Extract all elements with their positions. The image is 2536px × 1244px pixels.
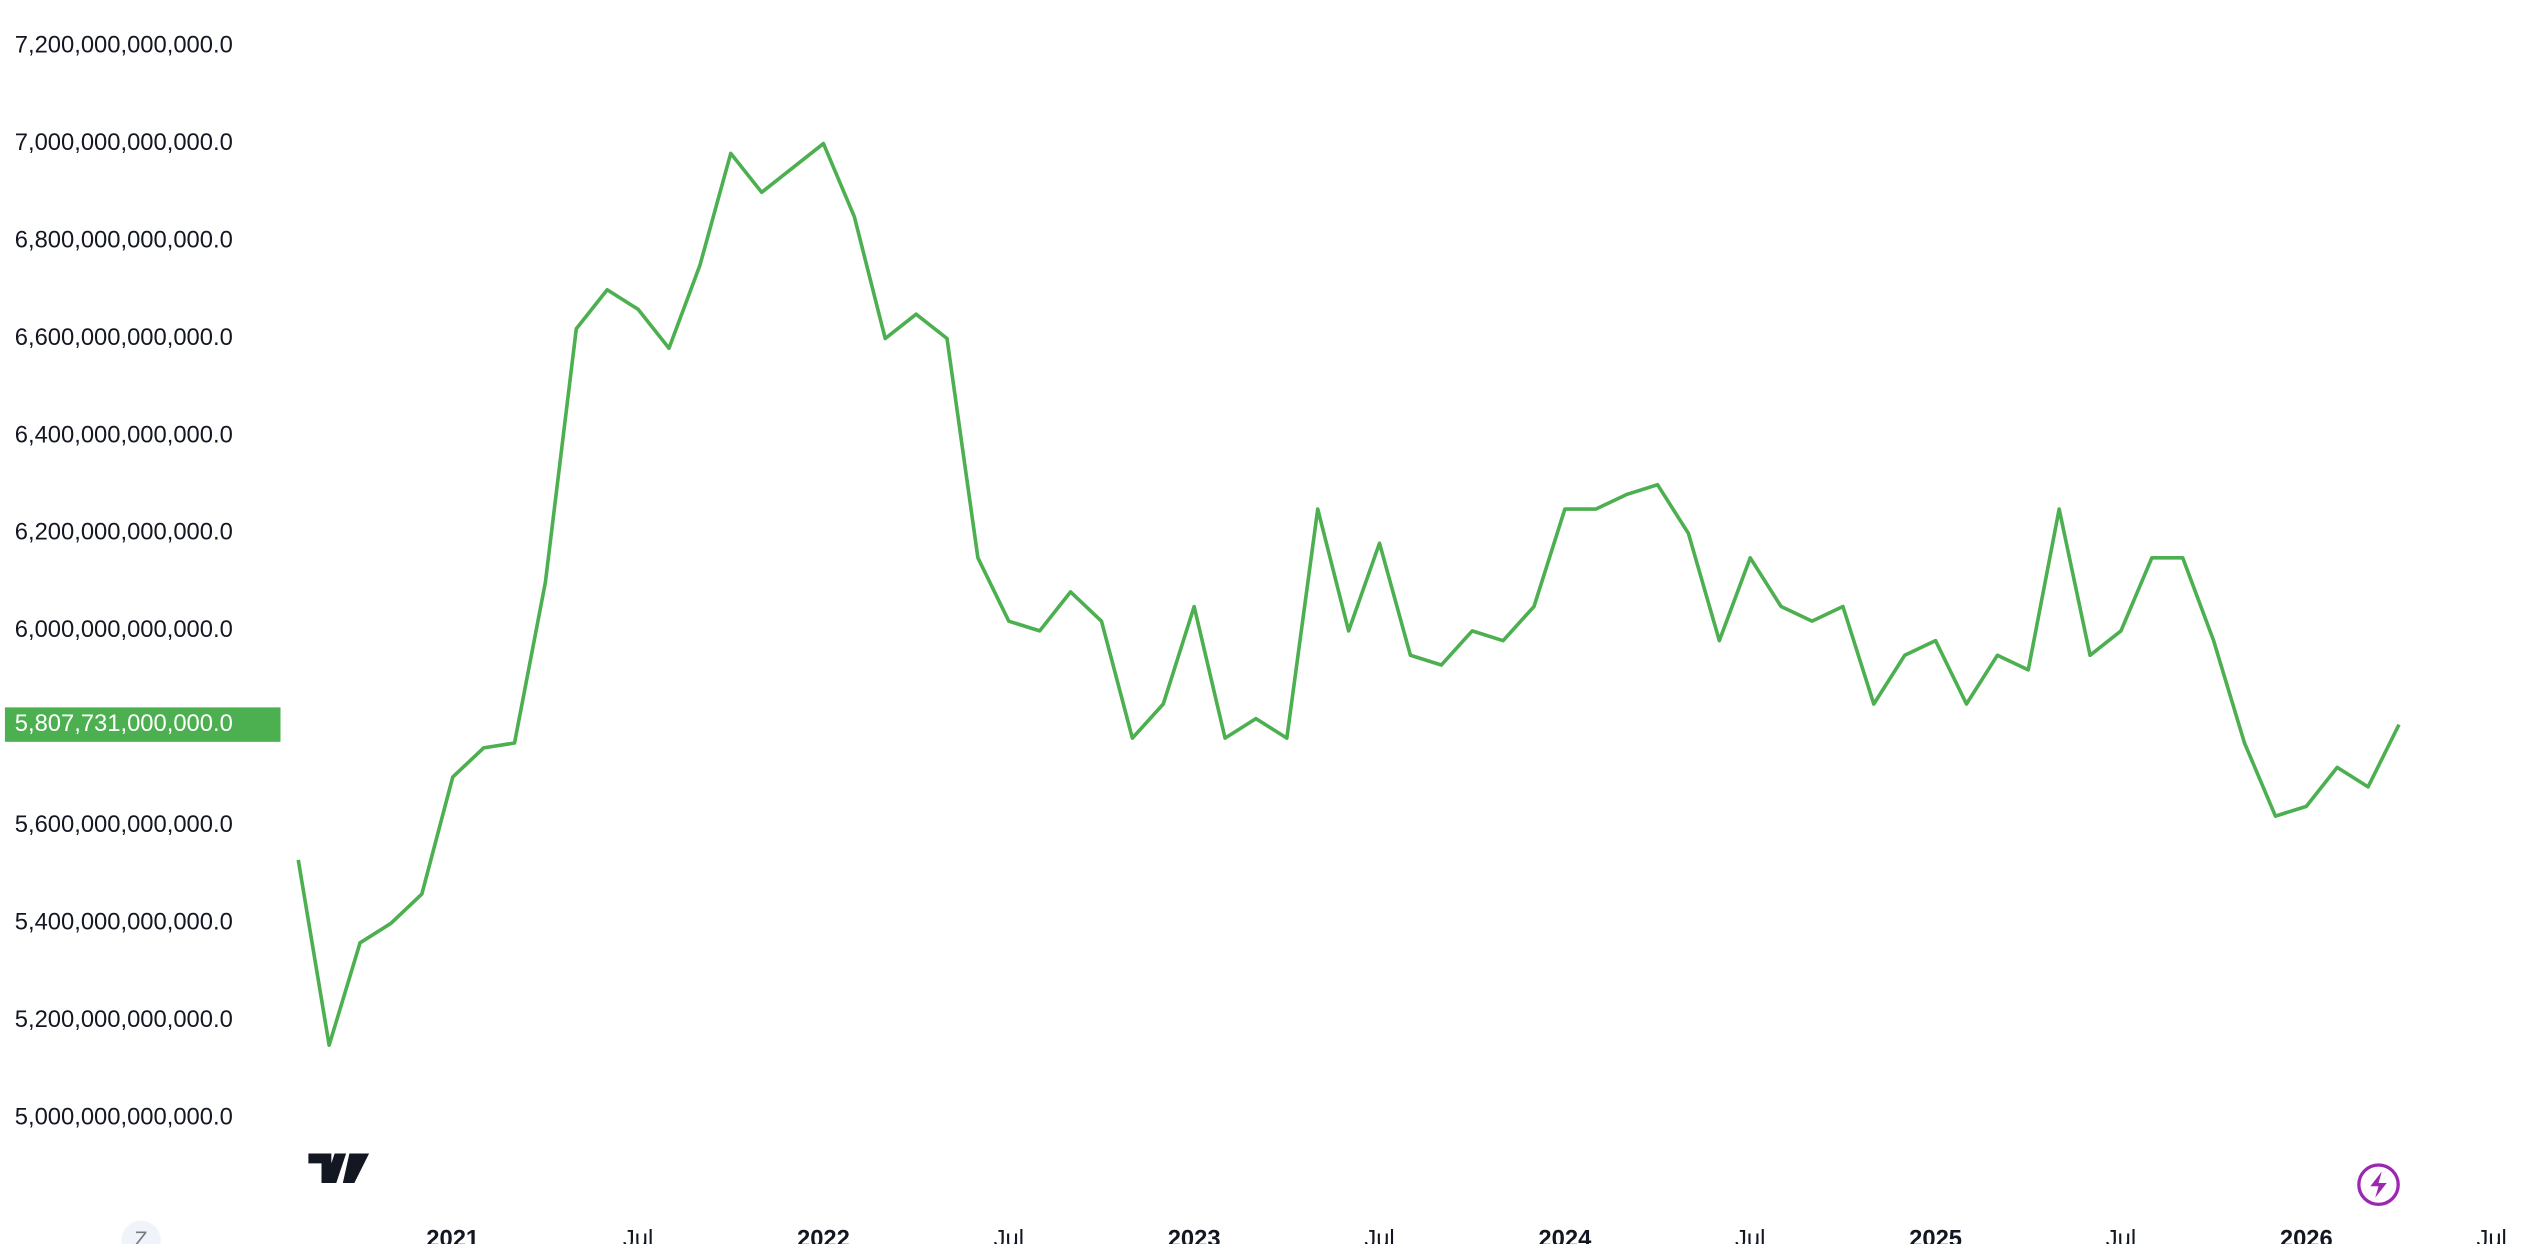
y-tick-label: 7,200,000,000,000.0 — [15, 31, 233, 58]
x-tick-label: 2023 — [1168, 1226, 1221, 1244]
z-button[interactable]: Z — [121, 1220, 161, 1244]
y-tick-label: 5,200,000,000,000.0 — [15, 1006, 233, 1033]
y-tick-label: 6,200,000,000,000.0 — [15, 519, 233, 546]
last-value-box — [4, 707, 281, 742]
z-label[interactable]: Z — [135, 1227, 148, 1244]
x-tick-label: 2021 — [426, 1226, 479, 1244]
y-tick-label: 7,000,000,000,000.0 — [15, 129, 233, 156]
lightning-button[interactable] — [2357, 1163, 2400, 1206]
x-tick-label: 2025 — [1909, 1226, 1962, 1244]
price-line — [296, 141, 2401, 1047]
x-tick-label: Jul — [1364, 1226, 1394, 1244]
x-tick-label: Jul — [2106, 1226, 2136, 1244]
last-value-label: 5,807,731,000,000.0 — [4, 707, 281, 742]
y-tick-label: 5,400,000,000,000.0 — [15, 909, 233, 936]
tradingview-logo — [308, 1153, 370, 1184]
y-tick-label: 5,600,000,000,000.0 — [15, 811, 233, 838]
y-tick-label: 6,800,000,000,000.0 — [15, 226, 233, 253]
x-tick-label: Jul — [1735, 1226, 1765, 1244]
last-value-text: 5,807,731,000,000.0 — [15, 710, 233, 737]
x-tick-label: Jul — [994, 1226, 1024, 1244]
x-tick-label: 2024 — [1538, 1226, 1592, 1244]
y-tick-label: 6,000,000,000,000.0 — [15, 616, 233, 643]
y-tick-label: 6,400,000,000,000.0 — [15, 421, 233, 448]
x-tick-label: Jul — [2476, 1226, 2506, 1244]
x-tick-label: 2022 — [797, 1226, 850, 1244]
x-tick-label: Jul — [623, 1226, 653, 1244]
x-tick-label: 2026 — [2280, 1226, 2333, 1244]
y-tick-label: 6,600,000,000,000.0 — [15, 324, 233, 351]
y-tick-label: 5,000,000,000,000.0 — [15, 1104, 233, 1131]
